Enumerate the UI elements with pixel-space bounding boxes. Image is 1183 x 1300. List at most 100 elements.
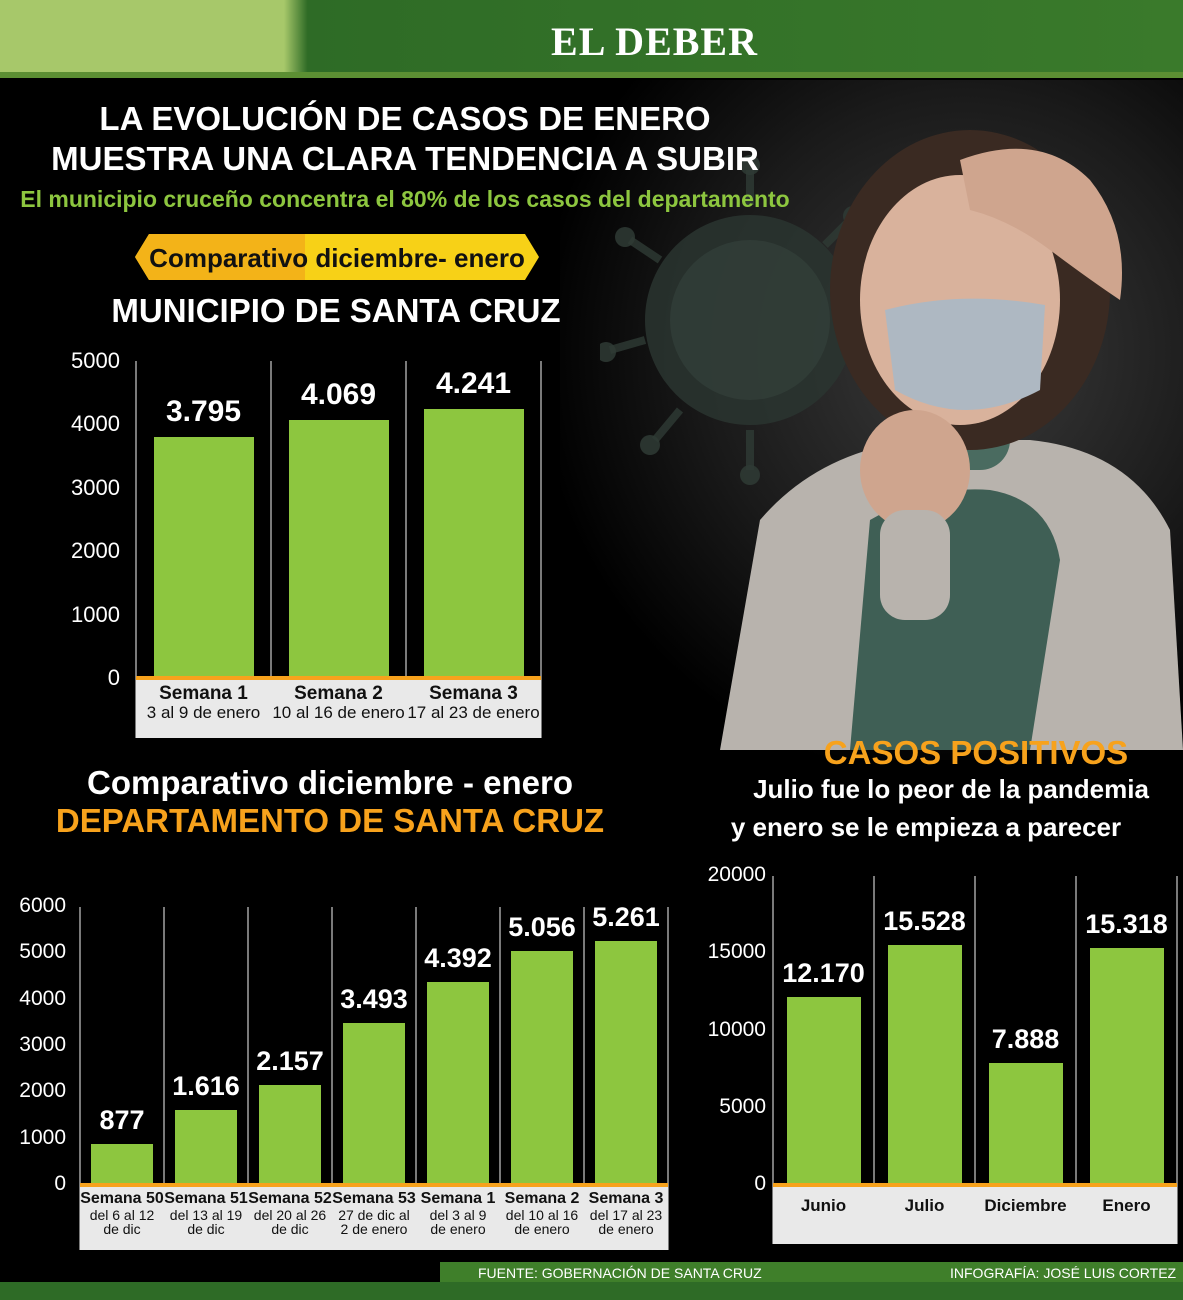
y-tick-label: 15000 (707, 940, 766, 964)
banner-shape (135, 234, 539, 280)
category-divider (405, 361, 407, 738)
y-tick-label: 4000 (19, 986, 66, 1010)
category-sublabel: del 13 al 19 (169, 1206, 243, 1223)
category-label-box (80, 1187, 668, 1250)
data-label: 4.069 (300, 378, 377, 412)
footer-source: FUENTE: GOBERNACIÓN DE SANTA CRUZ (478, 1265, 762, 1281)
chart3-title: CASOS POSITIVOS (823, 734, 1129, 771)
y-tick-label: 3000 (71, 474, 120, 500)
bar-semana-1 (153, 437, 254, 676)
category-divider (415, 907, 417, 1250)
category-sublabel: del 20 al 26 (253, 1206, 327, 1223)
category-divider (974, 876, 976, 1244)
category-name: Semana 51 (164, 1190, 248, 1207)
category-name: Semana 1 (159, 683, 248, 704)
footer-strip (440, 1262, 1183, 1284)
category-label: Diciembre (975, 1197, 1076, 1215)
data-label: 7.888 (991, 1024, 1060, 1055)
category-sublabel: de enero (430, 1221, 486, 1238)
y-tick-label: 3000 (19, 1033, 66, 1056)
data-label: 3.795 (165, 395, 242, 429)
header-bar (0, 0, 1183, 76)
bar-semana-1 (427, 981, 489, 1183)
category-label: Semana 52 del 20 al 26 de dic (248, 1190, 332, 1238)
category-name: Semana 3 (588, 1190, 664, 1207)
data-label: 1.616 (172, 1071, 240, 1102)
bar-semana-53 (343, 1023, 405, 1183)
bar-enero (1089, 948, 1164, 1183)
data-label: 15.318 (1085, 909, 1168, 940)
category-divider (1176, 876, 1178, 1244)
comparison-banner: Comparativo diciembre- enero (135, 234, 539, 280)
y-tick-label: 4000 (71, 411, 120, 437)
y-axis-line (772, 876, 774, 1244)
bar-semana-2 (288, 420, 389, 676)
category-name: Julio (904, 1196, 945, 1215)
bar-junio (786, 996, 861, 1183)
y-tick-label: 1000 (71, 601, 120, 627)
data-label: 15.528 (883, 906, 966, 937)
category-divider (583, 907, 585, 1250)
category-name: Enero (1102, 1196, 1151, 1215)
category-label: Semana 2 10 al 16 de enero (271, 684, 406, 722)
category-label: Julio (874, 1197, 975, 1215)
category-label: Semana 2 del 10 al 16 de enero (500, 1190, 584, 1238)
bar-semana-51 (175, 1110, 237, 1183)
y-tick-label: 5000 (19, 940, 66, 964)
category-label-box (773, 1187, 1177, 1244)
category-label: Semana 51 del 13 al 19 de dic (164, 1190, 248, 1238)
woman-with-mask-illustration (720, 130, 1183, 750)
chart2-title: Comparativo diciembre - enero (87, 764, 573, 801)
category-divider (540, 361, 542, 738)
category-label: Junio (773, 1197, 874, 1215)
category-name: Junio (800, 1196, 847, 1215)
bar-semana-2 (511, 950, 573, 1183)
category-sublabel: de enero (598, 1221, 654, 1238)
main-title-line-1: LA EVOLUCIÓN DE CASOS DE ENERO (99, 100, 711, 137)
y-tick-label: 0 (754, 1172, 766, 1195)
category-divider (1075, 876, 1077, 1244)
y-axis-line (135, 361, 137, 738)
category-divider (163, 907, 165, 1250)
category-label: Semana 3 17 al 23 de enero (406, 684, 541, 722)
category-label: Semana 53 27 de dic al 2 de enero (332, 1190, 416, 1237)
bar-julio (887, 945, 962, 1183)
data-label: 877 (99, 1105, 145, 1136)
y-tick-label: 1000 (19, 1125, 66, 1149)
data-label: 4.392 (424, 942, 492, 973)
brand-logo: EL DEBER (551, 19, 758, 64)
y-tick-label: 6000 (19, 894, 66, 917)
category-name: Diciembre (984, 1196, 1067, 1215)
data-label: 5.056 (508, 911, 576, 942)
category-sublabel: de enero (514, 1221, 570, 1238)
y-tick-label: 0 (54, 1172, 66, 1195)
category-label: Semana 50 del 6 al 12 de dic (80, 1190, 164, 1238)
category-sublabel: del 10 al 16 (505, 1206, 579, 1223)
chart3-subtitle-line-1: Julio fue lo peor de la pandemia (753, 774, 1149, 804)
bar-semana-50 (91, 1144, 153, 1183)
category-label: Enero (1076, 1197, 1177, 1215)
chart1-title: MUNICIPIO DE SANTA CRUZ (111, 292, 561, 329)
y-tick-label: 5000 (71, 348, 120, 373)
category-divider (270, 361, 272, 738)
y-tick-label: 20000 (707, 863, 766, 886)
category-sublabel: de dic (103, 1221, 141, 1238)
category-divider (331, 907, 333, 1250)
category-label: Semana 3 del 17 al 23 de enero (584, 1190, 668, 1238)
bar-semana-52 (259, 1085, 321, 1183)
bar-semana-3 (423, 409, 524, 676)
category-name: Semana 3 (429, 683, 518, 704)
chart3-subtitle-line-2: y enero se le empieza a parecer (730, 812, 1122, 842)
data-label: 5.261 (592, 902, 660, 933)
subtitle: El municipio cruceño concentra el 80% de… (20, 186, 790, 212)
category-sublabel: de dic (187, 1221, 225, 1238)
data-label: 3.493 (340, 984, 408, 1015)
category-sublabel: de dic (271, 1221, 309, 1238)
category-name: Semana 50 (80, 1190, 164, 1207)
header-strip (0, 72, 1183, 78)
baseline (80, 1183, 668, 1187)
category-name: Semana 2 (294, 683, 383, 704)
data-label: 2.157 (256, 1046, 324, 1077)
category-sublabel: 17 al 23 de enero (407, 702, 540, 722)
baseline (136, 676, 541, 680)
